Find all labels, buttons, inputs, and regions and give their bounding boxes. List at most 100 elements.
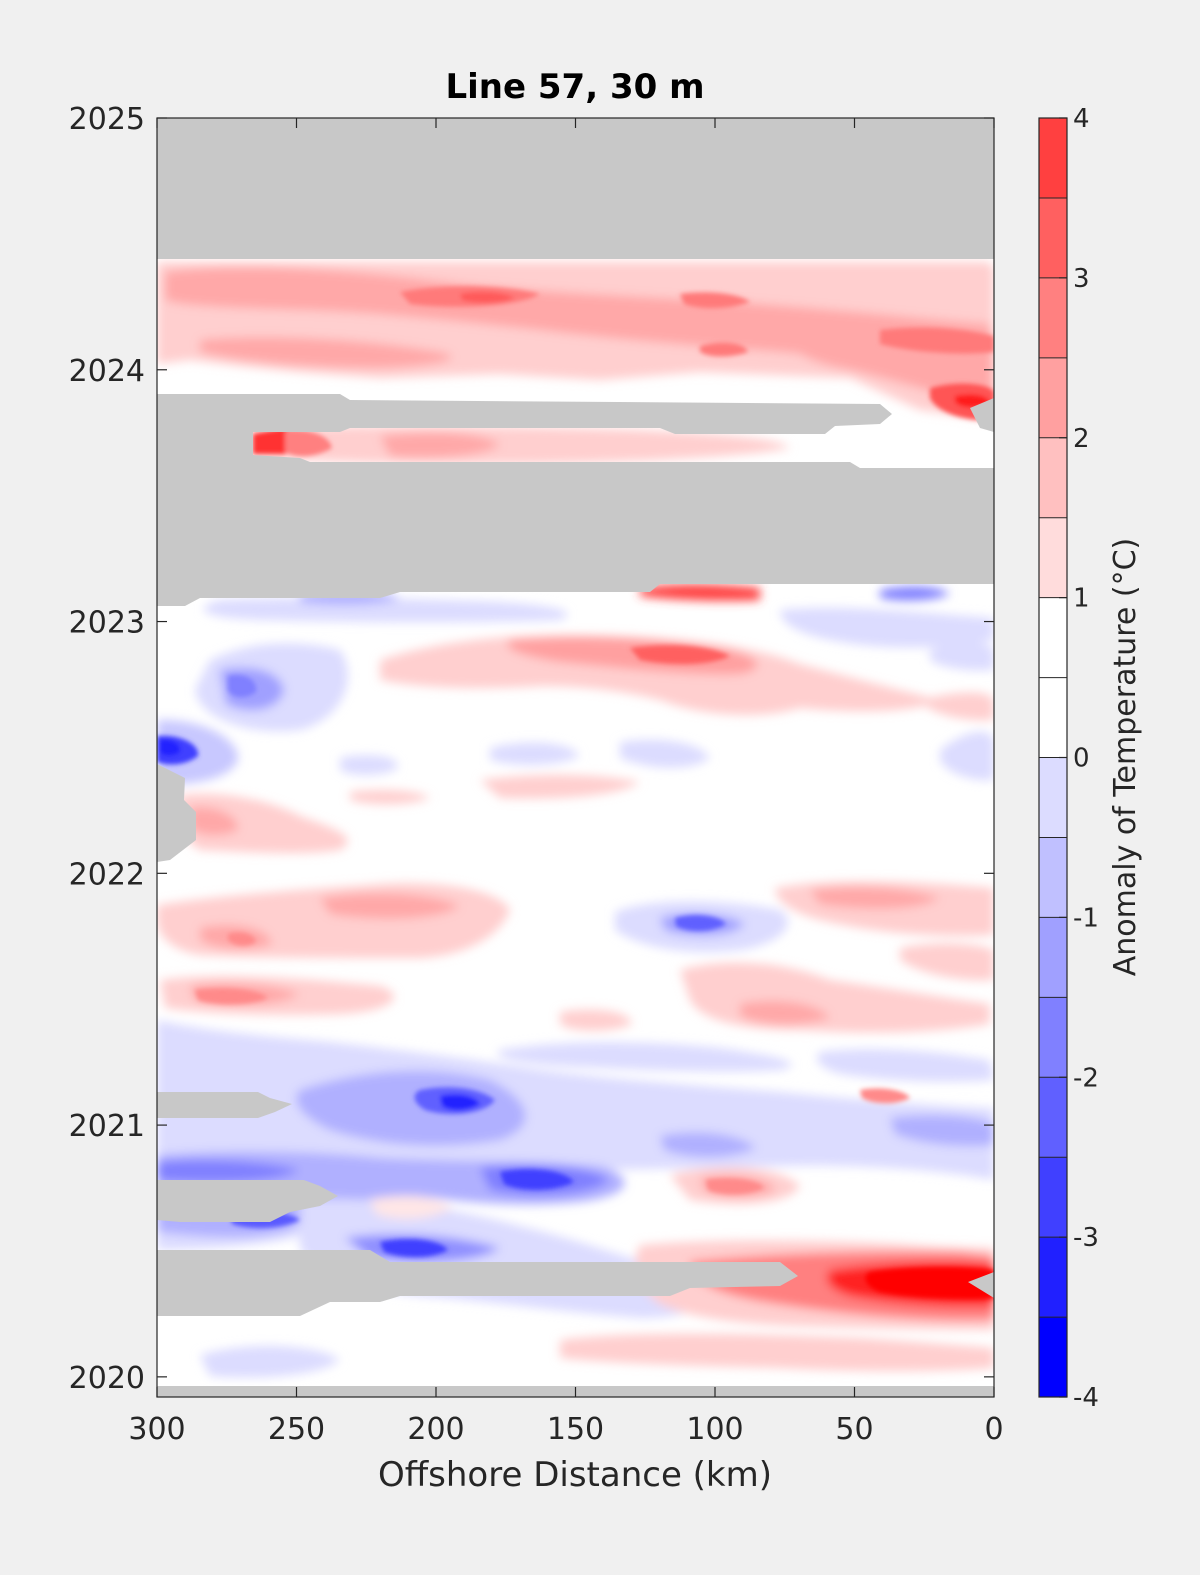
x-tick-label: 50: [835, 1412, 873, 1447]
colorbar-tick-label: -3: [1073, 1223, 1099, 1253]
colorbar-tick-label: 0: [1073, 744, 1090, 774]
warm-band-2024-right: [778, 320, 994, 405]
missing-data-2020-3-edge: [968, 1272, 994, 1298]
cool-patch-2022-9-right: [780, 607, 994, 648]
chart-title: Line 57, 30 m: [445, 67, 704, 107]
warm-band-2022-2-inner: [190, 807, 239, 836]
cool-core-2020-8: [500, 1169, 574, 1190]
warm-band-2022-9-inner: [507, 637, 758, 675]
warm-band-2024-lower: [200, 337, 452, 368]
warm-core-2020-6-right: [860, 1088, 910, 1104]
missing-data-2024-5: [157, 118, 994, 259]
warm-blob-2023: [640, 584, 760, 601]
warm-core-2021-8: [228, 932, 256, 946]
colorbar-tick-label: -4: [1073, 1383, 1099, 1413]
y-tick-label: 2021: [69, 1109, 145, 1144]
colorbar-tick-label: -1: [1073, 903, 1099, 933]
missing-data-2020-3: [157, 1250, 798, 1316]
colorbar-segment: [1039, 597, 1067, 678]
colorbar-segment: [1039, 197, 1067, 278]
cool-blob-2022-5-right: [940, 731, 994, 781]
colorbar-tick-label: 4: [1073, 104, 1090, 134]
y-tick-label: 2022: [69, 857, 145, 892]
colorbar-tick-label: -2: [1073, 1063, 1099, 1093]
warm-core-2020-7: [706, 1178, 764, 1195]
missing-data-masks: [157, 118, 994, 1397]
warm-band-2021-8-inner: [320, 893, 460, 919]
cool-blob-2022-4: [340, 755, 399, 775]
y-tick-label: 2023: [69, 606, 145, 641]
colorbar-segment: [1039, 1077, 1067, 1158]
cool-blob-2023-right: [880, 586, 950, 601]
warm-blob-2021-7: [900, 943, 994, 981]
warm-band-2022-2: [178, 793, 348, 854]
warm-core-2024-b: [460, 291, 515, 303]
cool-blob-2022-5-center: [620, 739, 710, 768]
cool-core-2021-1-inner: [440, 1094, 480, 1111]
warm-blob-2021-45: [560, 1009, 632, 1031]
x-axis-label: Offshore Distance (km): [378, 1455, 772, 1495]
colorbar-label: Anomaly of Temperature (°C): [1108, 538, 1143, 977]
x-axis: 300 250 200 150 100 50 0: [128, 118, 1004, 1447]
colorbar-segment: [1039, 118, 1067, 198]
colorbar-segment: [1039, 277, 1067, 358]
warm-core-2020-3: [865, 1267, 994, 1299]
warm-core-2022-9: [630, 645, 730, 665]
cool-core-2021-8: [675, 915, 726, 931]
colorbar-segment: [1039, 517, 1067, 598]
cool-blob-2020-1: [200, 1345, 340, 1378]
colorbar-ticks: -4 -3 -2 -1 0 1 2 3 4: [1059, 104, 1099, 1413]
cool-core-2022-8: [228, 674, 257, 698]
warm-streak-2022-3: [480, 774, 640, 799]
colorbar-segments: [1039, 117, 1067, 1398]
y-tick-label: 2024: [69, 354, 145, 389]
colorbar-segment: [1039, 837, 1067, 918]
missing-data-2023-3: [157, 394, 994, 606]
colorbar: -4 -3 -2 -1 0 1 2 3 4 Anomaly of Temperature (°C…: [1038, 104, 1143, 1413]
cool-band-2021-top-right: [816, 1049, 994, 1082]
colorbar-tick-label: 3: [1073, 264, 1090, 294]
cool-core-2020-5: [380, 1239, 448, 1257]
warm-core-2024-e: [880, 327, 994, 354]
cool-blob-2021-1-right: [660, 1132, 756, 1158]
warm-core-2024-c: [680, 292, 750, 309]
missing-data-2021-0: [157, 1092, 292, 1118]
colorbar-segment: [1039, 757, 1067, 838]
y-tick-label: 2020: [69, 1361, 145, 1396]
x-tick-label: 0: [984, 1412, 1003, 1447]
colorbar-tick-label: 1: [1073, 584, 1090, 614]
warm-band-2022-9: [380, 635, 940, 715]
colorbar-segment: [1039, 437, 1067, 518]
x-tick-label: 100: [686, 1412, 743, 1447]
colorbar-segment: [1039, 357, 1067, 438]
warm-strip-2023-7-inner: [380, 432, 500, 458]
y-axis: 2020 2021 2022 2023 2024 2025: [69, 102, 994, 1396]
warm-blob-2022-9-right: [920, 692, 994, 721]
cool-core-2022-5-inner: [160, 739, 181, 756]
warm-core-2024-d: [700, 342, 748, 357]
warm-core-2023-7-b: [285, 429, 332, 457]
colorbar-segment: [1039, 1317, 1067, 1397]
x-tick-label: 150: [547, 1412, 604, 1447]
warm-band-2021-8-right-inner: [810, 887, 940, 909]
cool-blob-2022-6-right: [930, 642, 994, 671]
x-tick-label: 300: [128, 1412, 185, 1447]
cool-patch-2022-9: [203, 597, 568, 623]
colorbar-tick-label: 2: [1073, 424, 1090, 454]
cool-band-2021-top: [497, 1042, 792, 1072]
warm-core-2021-5: [195, 988, 268, 1005]
missing-data-2023-9-edge: [970, 398, 994, 432]
colorbar-segment: [1039, 677, 1067, 758]
x-tick-label: 250: [268, 1412, 325, 1447]
colorbar-segment: [1039, 1157, 1067, 1238]
warm-ring-2020-6: [370, 1195, 452, 1219]
colorbar-segment: [1039, 1237, 1067, 1318]
colorbar-segment: [1039, 997, 1067, 1078]
cool-blob-2021-1-far-right: [890, 1115, 994, 1146]
warm-streak-2022-3-left: [350, 790, 430, 805]
warm-streak-2020-0: [560, 1333, 994, 1371]
anomaly-field-cores: [157, 286, 994, 1299]
colorbar-segment: [1039, 917, 1067, 998]
missing-data-2022-2: [157, 764, 196, 862]
